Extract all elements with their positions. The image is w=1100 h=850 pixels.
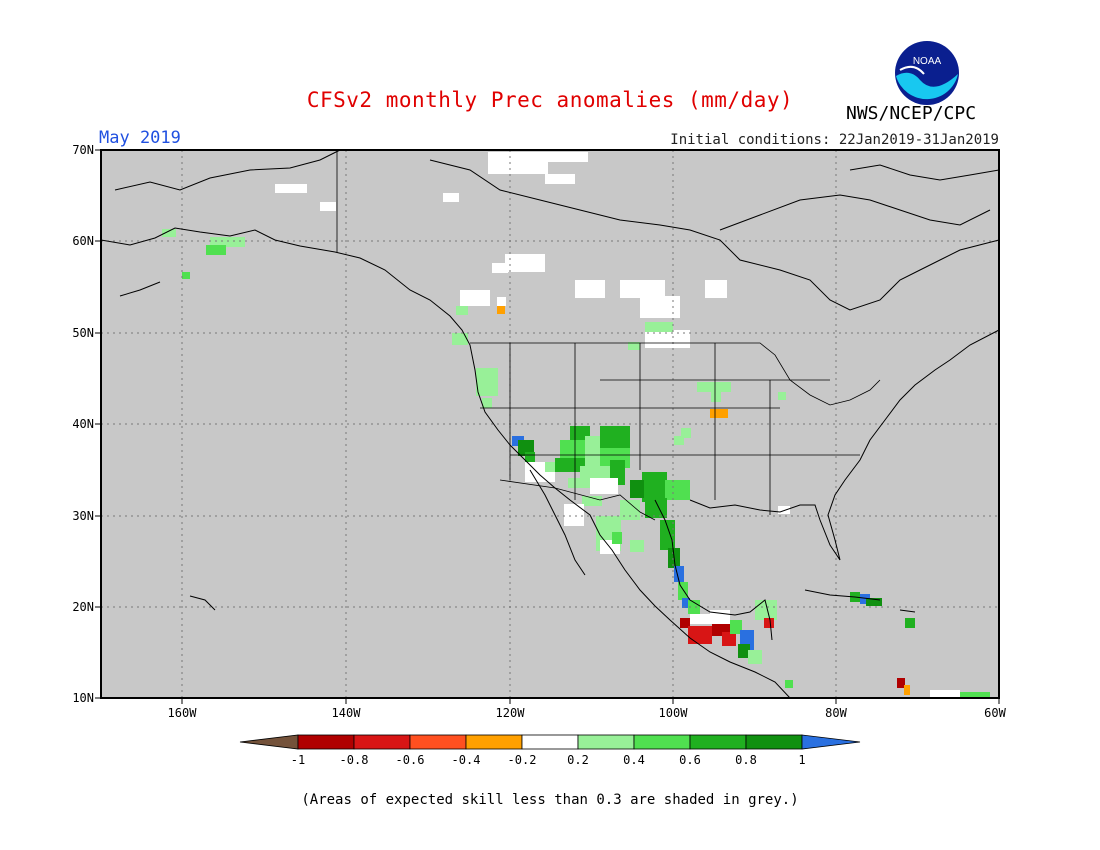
initial-conditions: Initial conditions: 22Jan2019-31Jan2019: [670, 132, 999, 148]
map-ticks: [95, 149, 1000, 704]
colorbar: [239, 734, 861, 750]
colorbar-tick-label: -1: [290, 753, 306, 767]
lon-label: 60W: [984, 706, 1006, 720]
lon-label: 120W: [495, 706, 525, 720]
lat-label: 10N: [72, 691, 94, 705]
colorbar-high-arrow: [801, 734, 861, 750]
skill-note: (Areas of expected skill less than 0.3 a…: [301, 792, 799, 808]
lat-label: 70N: [72, 143, 94, 157]
colorbar-tick-label: -0.8: [339, 753, 369, 767]
lon-label: 100W: [658, 706, 688, 720]
colorbar-low-arrow: [239, 734, 299, 750]
colorbar-tick-label: -0.4: [451, 753, 481, 767]
borders: [336, 150, 881, 521]
colorbar-tick-label: 0.6: [679, 753, 701, 767]
lat-label: 60N: [72, 234, 94, 248]
lon-label: 160W: [167, 706, 197, 720]
colorbar-tick-label: 0.4: [623, 753, 645, 767]
lat-label: 40N: [72, 417, 94, 431]
lat-label: 50N: [72, 326, 94, 340]
colorbar-tick-label: 0.2: [567, 753, 589, 767]
colorbar-tick-label: -0.2: [507, 753, 537, 767]
colorbar-tick-label: -0.6: [395, 753, 425, 767]
logo-text: NOAA: [913, 56, 942, 67]
anomaly-cells: [162, 152, 990, 698]
organization-label: NWS/NCEP/CPC: [846, 103, 977, 124]
colorbar-tick-label: 1: [798, 753, 806, 767]
map-title: CFSv2 monthly Prec anomalies (mm/day): [306, 88, 794, 112]
lat-label: 20N: [72, 600, 94, 614]
noaa-logo: NOAA: [895, 41, 959, 105]
colorbar-tick-label: 0.8: [735, 753, 757, 767]
lon-label: 80W: [825, 706, 847, 720]
lat-label: 30N: [72, 509, 94, 523]
graticule: [101, 150, 999, 698]
map-background: [101, 150, 999, 698]
lon-label: 140W: [331, 706, 361, 720]
coastlines: [100, 149, 1000, 699]
target-month: May 2019: [99, 128, 181, 148]
